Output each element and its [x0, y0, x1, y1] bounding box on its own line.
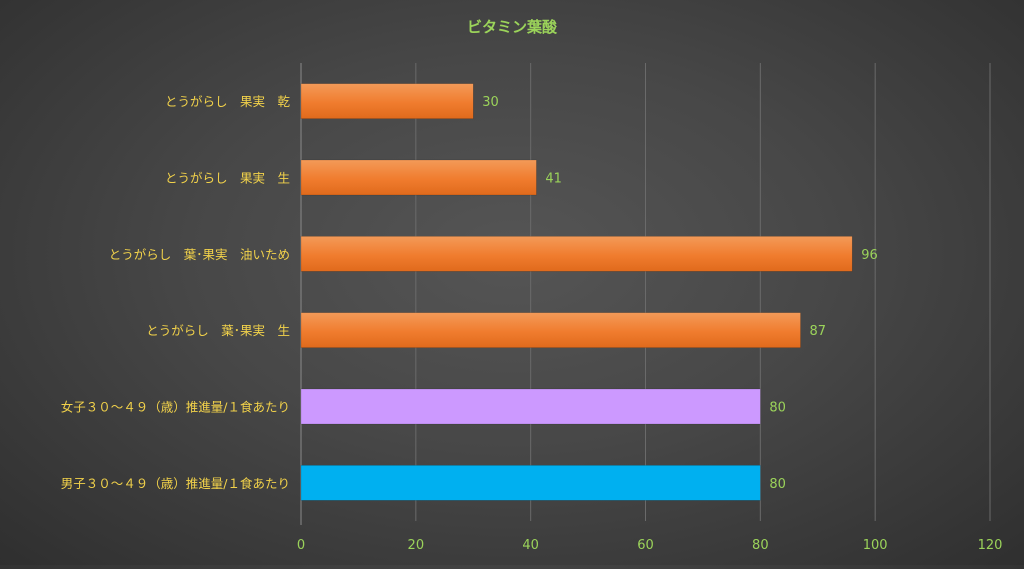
category-label: とうがらし 葉･果実 油いため: [109, 247, 290, 262]
x-tick-label: 0: [297, 538, 305, 553]
bar: [300, 159, 537, 196]
data-label: 87: [810, 324, 827, 339]
bar: [300, 83, 474, 119]
data-label: 30: [482, 95, 499, 110]
bar: [300, 312, 801, 348]
data-label: 80: [769, 401, 786, 416]
bars: [300, 83, 853, 501]
gridlines: [415, 63, 991, 521]
x-tick-label: 120: [978, 538, 1003, 553]
chart-title: ビタミン葉酸: [467, 18, 558, 36]
data-label: 41: [545, 172, 562, 187]
x-tick-label: 80: [752, 538, 769, 553]
x-tick-label: 60: [637, 538, 654, 553]
category-label: とうがらし 果実 乾: [165, 94, 291, 109]
x-tick-label: 100: [863, 538, 888, 553]
bar: [300, 236, 853, 272]
bar: [300, 465, 761, 501]
x-tick-label: 40: [522, 538, 539, 553]
bar: [300, 388, 761, 425]
data-label: 96: [861, 248, 878, 263]
x-tick-label: 20: [408, 538, 425, 553]
category-label: とうがらし 果実 生: [165, 171, 290, 186]
data-label: 80: [769, 477, 786, 492]
category-label: 男子３０～４９（歳）推進量/１食あたり: [61, 476, 290, 491]
labels: 0 20 40 60 80 100 120 30 とうがらし 果実 乾 41 とうがらし 果実 生 9…: [61, 94, 1003, 553]
category-label: とうがらし 葉･果実 生: [146, 323, 290, 338]
category-label: 女子３０～４９（歳）推進量/１食あたり: [61, 400, 290, 415]
